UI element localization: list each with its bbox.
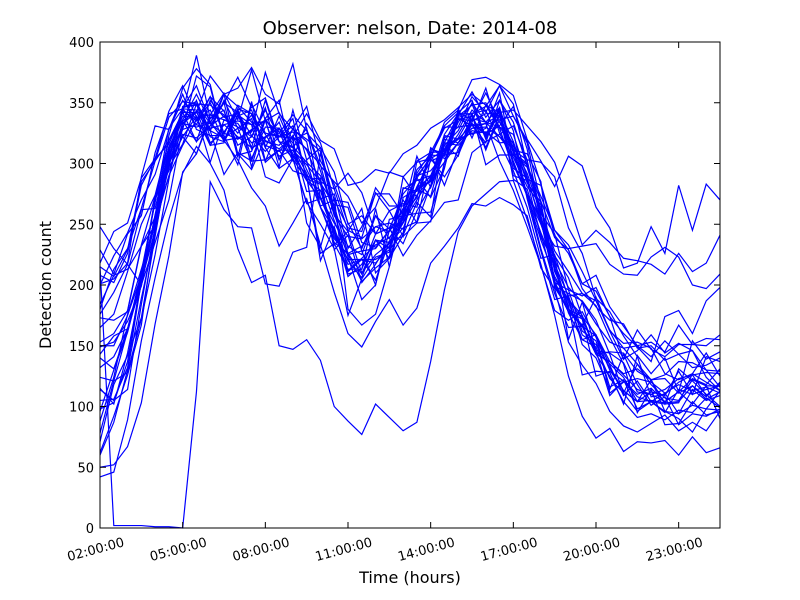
series-line-20 xyxy=(99,74,721,453)
series-line-5 xyxy=(99,104,721,426)
series-line-32 xyxy=(99,90,721,456)
chart-title: Observer: nelson, Date: 2014-08 xyxy=(263,18,558,39)
y-tick-label: 100 xyxy=(69,401,94,416)
y-axis-title: Detection count xyxy=(36,221,55,349)
series-line-19 xyxy=(99,145,721,478)
y-tick-label: 400 xyxy=(69,36,94,51)
series-line-28 xyxy=(99,93,721,276)
y-tick-label: 0 xyxy=(86,522,94,537)
y-tick-label: 300 xyxy=(69,158,94,173)
x-axis-title: Time (hours) xyxy=(358,568,461,587)
series-line-30 xyxy=(99,95,721,381)
series-line-18 xyxy=(99,117,721,529)
y-tick-label: 350 xyxy=(69,97,94,112)
y-tick-label: 250 xyxy=(69,218,94,233)
series-line-21 xyxy=(99,67,721,410)
y-tick-label: 200 xyxy=(69,279,94,294)
y-tick-label: 50 xyxy=(77,461,94,476)
y-tick-label: 150 xyxy=(69,340,94,355)
series-line-17 xyxy=(99,67,721,468)
series-line-4 xyxy=(99,102,721,410)
series-line-26 xyxy=(99,61,721,369)
y-axis: 0 50 100 150 200 250 300 350 400 xyxy=(69,36,720,537)
series-layer xyxy=(99,55,721,529)
